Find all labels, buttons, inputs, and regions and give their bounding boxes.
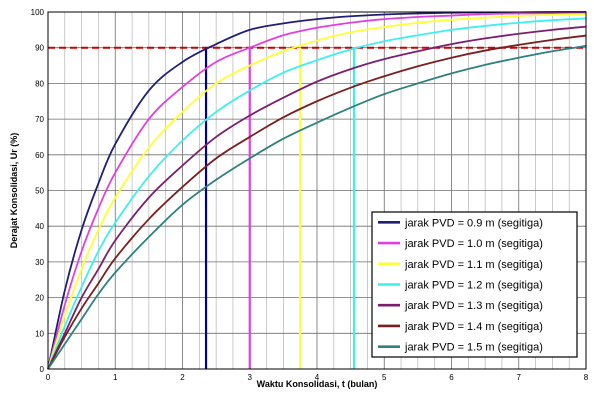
series-line-2 bbox=[47, 11, 587, 370]
x-tick-label: 5 bbox=[382, 373, 387, 382]
series-line-3 bbox=[47, 13, 587, 370]
series-line-5 bbox=[47, 25, 587, 370]
series-line-7 bbox=[47, 45, 587, 370]
y-tick-label: 80 bbox=[35, 79, 44, 88]
x-axis-label: Waktu Konsolidasi, t (bulan) bbox=[257, 379, 378, 389]
legend-entry: jarak PVD = 1.5 m (segitiga) bbox=[404, 342, 543, 354]
legend-entry: jarak PVD = 1.3 m (segitiga) bbox=[404, 300, 543, 312]
x-tick-label: 7 bbox=[517, 373, 522, 382]
y-tick-label: 40 bbox=[35, 222, 44, 231]
legend-entry: jarak PVD = 1.2 m (segitiga) bbox=[404, 280, 543, 292]
legend-entry: jarak PVD = 1.0 m (segitiga) bbox=[404, 238, 543, 250]
legend-entry: jarak PVD = 1.1 m (segitiga) bbox=[404, 259, 543, 271]
y-axis-ticks: 0 10 20 30 40 50 60 70 80 90 100 bbox=[31, 8, 45, 374]
series-line-4 bbox=[47, 17, 587, 370]
x-tick-label: 6 bbox=[449, 373, 454, 382]
y-tick-label: 100 bbox=[31, 8, 45, 17]
y-tick-label: 10 bbox=[35, 329, 44, 338]
reference-lines bbox=[48, 46, 586, 369]
series-lines bbox=[47, 11, 587, 370]
y-tick-label: 20 bbox=[35, 294, 44, 303]
y-tick-label: 60 bbox=[35, 151, 44, 160]
legend-box bbox=[371, 211, 578, 358]
y-tick-label: 0 bbox=[40, 365, 45, 374]
legend-entry: jarak PVD = 0.9 m (segitiga) bbox=[404, 217, 543, 229]
y-axis-label: Derajat Konsolidasi, Ur (%) bbox=[9, 133, 19, 249]
x-tick-label: 1 bbox=[113, 373, 118, 382]
y-tick-label: 50 bbox=[35, 187, 44, 196]
y-tick-label: 30 bbox=[35, 258, 44, 267]
x-tick-label: 2 bbox=[180, 373, 185, 382]
x-tick-label: 0 bbox=[46, 373, 51, 382]
x-axis-ticks: 0 1 2 3 4 5 6 7 8 bbox=[46, 373, 589, 382]
legend: jarak PVD = 0.9 m (segitiga) jarak PVD = … bbox=[371, 211, 578, 358]
y-tick-label: 90 bbox=[35, 44, 44, 53]
legend-entry: jarak PVD = 1.4 m (segitiga) bbox=[404, 321, 543, 333]
x-tick-label: 4 bbox=[315, 373, 320, 382]
x-tick-label: 3 bbox=[248, 373, 253, 382]
y-tick-label: 70 bbox=[35, 115, 44, 124]
x-tick-label: 8 bbox=[584, 373, 589, 382]
plot-area-frame bbox=[47, 11, 587, 370]
series-line-6 bbox=[47, 34, 587, 370]
